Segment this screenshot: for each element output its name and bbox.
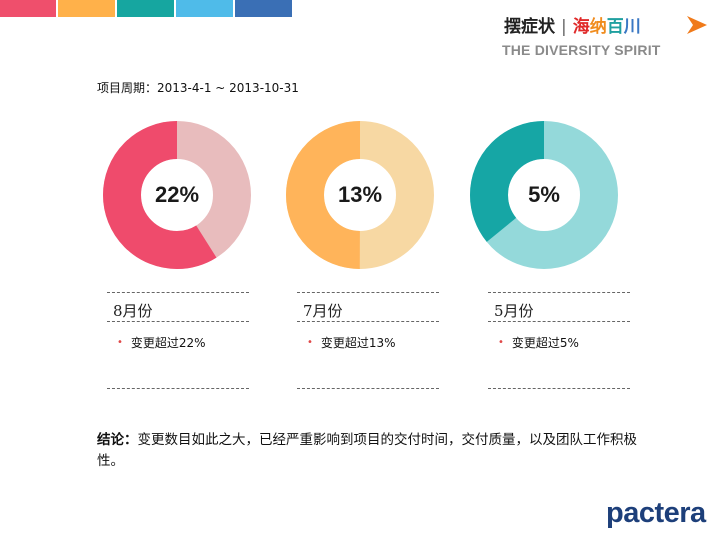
divider [297, 321, 439, 322]
donut-svg-2 [286, 121, 434, 269]
donut-value-1 [103, 121, 251, 269]
month-card-2: 7月份 • 变更超过13% [297, 292, 447, 389]
bullet-icon: • [498, 337, 504, 348]
divider [107, 388, 249, 389]
donut-value-2 [286, 121, 434, 269]
brand-char-1: 海 [572, 17, 590, 37]
tagline: THE DIVERSITY SPIRIT [502, 42, 661, 58]
donut-percent-1: 22% [154, 182, 200, 207]
divider [107, 292, 249, 293]
segment-teal [117, 0, 174, 17]
project-period: 项目周期：2013-4-1 ~ 2013-10-31 [97, 81, 299, 95]
brand-name: 海纳百川 [573, 17, 641, 37]
month-card-3: 5月份 • 变更超过5% [488, 292, 638, 389]
month-card-1: 8月份 • 变更超过22% [107, 292, 257, 389]
segment-pink [0, 0, 56, 17]
conclusion-prefix: 结论： [97, 432, 138, 448]
conclusion-paragraph: 结论：变更数目如此之大，已经严重影响到项目的交付时间，交付质量，以及团队工作积极… [97, 430, 637, 472]
donut-svg-1 [103, 121, 251, 269]
conclusion-text: 变更数目如此之大，已经严重影响到项目的交付时间，交付质量，以及团队工作积极性。 [97, 432, 637, 469]
donut-chart-3: 5% [464, 115, 624, 275]
brand-char-4: 川 [623, 17, 641, 37]
month-label-2: 7月份 [303, 302, 343, 320]
donut-value-3 [470, 121, 618, 269]
company-logo: pactera [606, 497, 706, 529]
donut-chart-2: 13% [280, 115, 440, 275]
bullet-text-1: 变更超过22% [130, 336, 206, 350]
slide-title: 摆症状 [504, 17, 555, 37]
segment-blue [235, 0, 292, 17]
donut-percent-2: 13% [337, 182, 383, 207]
brand-char-3: 百 [606, 17, 624, 37]
title-separator: | [561, 17, 567, 37]
bullet-item-1: • 变更超过22% [107, 334, 257, 351]
month-label-3: 5月份 [494, 302, 534, 320]
divider [488, 388, 630, 389]
chevron-right-icon [687, 16, 707, 34]
segment-lightblue [176, 0, 233, 17]
divider [488, 321, 630, 322]
brand-char-2: 纳 [589, 17, 607, 37]
month-label-1: 8月份 [113, 302, 153, 320]
bullet-icon: • [307, 337, 313, 348]
bullet-icon: • [117, 337, 123, 348]
divider [297, 388, 439, 389]
donut-percent-3: 5% [528, 182, 560, 207]
segment-orange [58, 0, 115, 17]
slide-header: 摆症状 | 海纳百川 [504, 12, 641, 37]
bullet-item-2: • 变更超过13% [297, 334, 447, 351]
donut-svg-3 [470, 121, 618, 269]
bullet-text-3: 变更超过5% [511, 336, 579, 350]
donut-chart-1: 22% [97, 115, 257, 275]
bullet-item-3: • 变更超过5% [488, 334, 638, 351]
divider [107, 321, 249, 322]
divider [488, 292, 630, 293]
bullet-text-2: 变更超过13% [320, 336, 396, 350]
top-color-bar [0, 0, 294, 17]
divider [297, 292, 439, 293]
